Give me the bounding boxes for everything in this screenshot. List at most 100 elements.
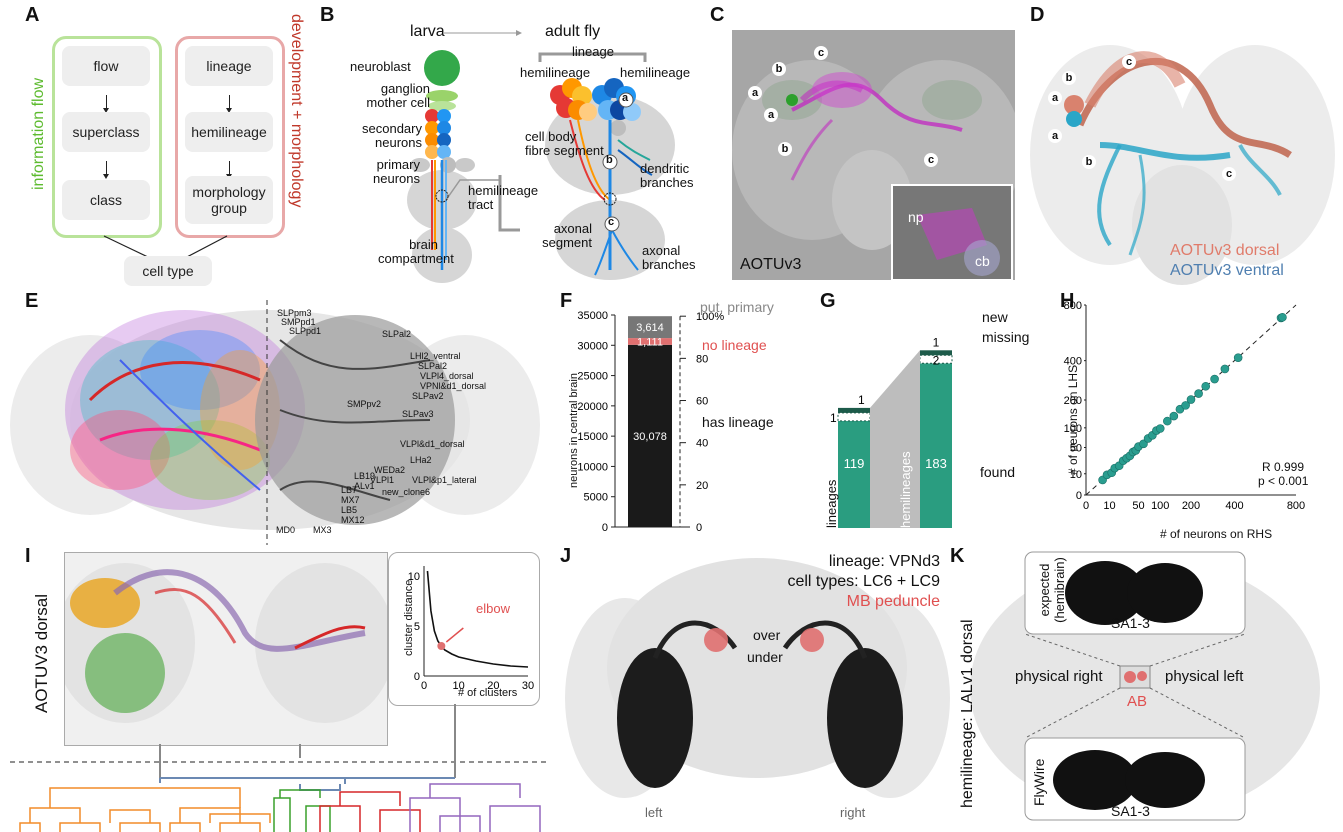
i-xtick-label: 0 [421,680,427,692]
lineage-brain-render [10,300,540,545]
marker-c: c [608,216,615,228]
h-stats-p: p < 0.001 [1258,474,1309,488]
lineage-label: SLPal2 [418,361,448,371]
expected-label: expected (hemibrain) [1037,557,1067,623]
under-label: under [747,649,783,665]
g-bar-new [838,407,870,413]
panel-g: 119 183 1 1 1 2 lineages hemilineages new mis… [820,300,1050,545]
gmc-label: ganglion mother cell [366,81,430,111]
lineage-label: VLPl&d1_dorsal [400,439,465,449]
marker-a: a [622,92,629,104]
arrow [103,95,109,113]
f-bar-value: 1,111 [637,336,663,348]
secondary-neurons-label: secondary neurons [362,121,422,151]
hemilineage-left-label: hemilineage [520,65,591,80]
h-ytick-label: 0 [1076,490,1082,502]
marker-c: c [1122,55,1136,69]
h-xtick-label: 400 [1225,500,1243,512]
elbow-label: elbow [476,601,510,616]
h-point [1139,439,1148,449]
lineage-label: LHa2 [410,455,432,465]
marker-a: a [1048,91,1062,105]
lineage-label: new_clone6 [382,487,431,497]
panel-c: AOTUv3 np cb a a b b c c [732,30,1015,280]
panel-k: hemilineage: LALv1 dorsal expected (hemi… [955,548,1340,832]
lineage-label: ALv1 [354,481,375,491]
lhs-rhs-scatter: 0 10 50 100 200 400 800 0 10 50 100 200 400 800 [1064,300,1306,512]
information-flow-frame [52,36,162,238]
phys-left-label: physical left [1165,668,1244,685]
hemilineage-right-label: hemilineage [620,65,691,80]
j-line2: cell types: LC6 + LC9 [787,573,940,590]
f-bar-has-lineage [628,344,672,527]
put-primary-label: put. primary [700,299,774,315]
vpnd3-brain-render [565,558,950,798]
h-ytick-label: 50 [1070,443,1082,455]
aotuv3-3d-render [1030,45,1335,285]
h-ytick-label: 800 [1064,300,1082,312]
g-new-value-hemi: 1 [933,335,940,349]
f-ytick-label: 25000 [577,371,608,383]
found-label: found [980,464,1016,480]
lineage-label: LHl2_ventral [410,351,461,361]
f-ytick-label: 10000 [577,461,608,473]
panel-label-j: J [560,545,572,567]
lineage-label: VLPl&p1_lateral [412,475,477,485]
lineage-label: MX3 [313,525,332,535]
new-label: new [982,309,1008,325]
lineage-label: VLPl1 [370,475,395,485]
h-xtick-label: 800 [1287,500,1305,512]
lineage-label: SLPal2 [382,329,412,339]
np-label: np [908,209,924,225]
h-point [1181,401,1190,410]
panel-b: larva adult fly lineage hemilineage hemi… [320,0,705,290]
g-missing-value-hemi: 2 [933,353,940,367]
aotuv3-dorsal-label: AOTUv3 dorsal [1170,242,1280,259]
missing-label: missing [982,329,1030,345]
flow-box: flow [62,46,150,86]
marker-b: b [778,142,792,156]
lineage-label: MX7 [341,495,360,505]
has-lineage-label: has lineage [702,414,774,430]
g-connector [870,350,920,528]
panel-label-a: A [25,4,40,26]
lineage-label: VLPl4_dorsal [420,371,474,381]
lineage-label: WEDa2 [374,465,406,475]
panel-f: neurons in central brain 0 5000 10000 15000… [560,300,810,545]
lineage-label: VPNl&d1_dorsal [420,381,487,391]
f-ytick-label: 30000 [577,340,608,352]
h-xtick-label: 0 [1083,500,1089,512]
hemilineages-axis-label: hemilineages [898,451,913,528]
j-line1: lineage: VPNd3 [828,553,940,570]
i-ytick-label: 10 [408,571,420,583]
h-xtick-label: 50 [1132,500,1144,512]
lineages-axis-label: lineages [824,479,839,528]
marker-c: c [924,153,938,167]
flywire-label: FlyWire [1031,758,1047,806]
panel-label-f: F [560,290,573,312]
marker-b: b [772,62,786,76]
i-xlabel: # of clusters [458,687,518,699]
marker-a: a [764,108,778,122]
f-ytick-label: 15000 [577,431,608,443]
panel-h: 0 10 50 100 200 400 800 0 10 50 100 200 400 800 # of … [1060,295,1340,545]
elbow-line-chart: 0 5 10 0 10 20 30 [408,566,534,692]
i-xtick-label: 10 [453,680,465,692]
panel-label-g: G [820,290,836,312]
h-xlabel: # of neurons on RHS [1160,527,1273,541]
f-ytick-label: 5000 [584,492,608,504]
g-bar-new [920,350,952,356]
sa-top-label: SA1-3 [1111,615,1150,631]
cell-type-connectors [103,235,228,259]
lalv1-vlabel: hemilineage: LALv1 dorsal [959,619,976,808]
h-point [1163,416,1172,426]
panel-j: lineage: VPNd3 cell types: LC6 + LC9 MB … [565,548,950,832]
lineage-label: MX12 [341,515,365,525]
panel-label-h: H [1060,290,1075,312]
superclass-box: superclass [62,112,150,152]
h-point [1220,364,1230,374]
i-ytick-label: 5 [414,621,420,633]
lineage-label: SMPpd1 [281,317,316,327]
h-point [1155,424,1165,433]
dendrogram [10,704,550,832]
